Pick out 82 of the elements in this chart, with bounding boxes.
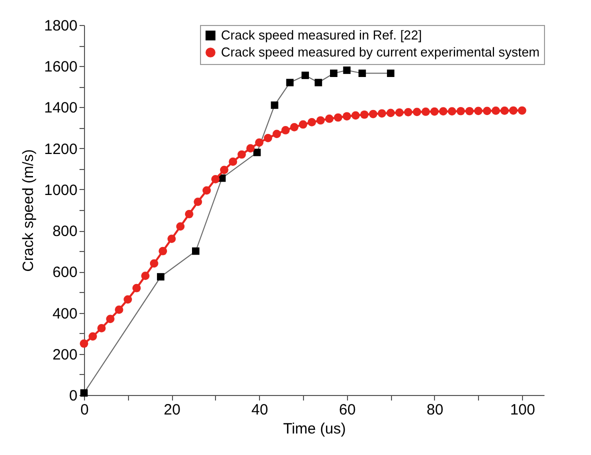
- point: [358, 70, 366, 78]
- y-tick-label: 600: [52, 264, 78, 282]
- point: [412, 108, 422, 116]
- point: [351, 111, 360, 120]
- point: [395, 108, 404, 117]
- point: [342, 112, 352, 120]
- point: [308, 118, 316, 126]
- point: [106, 314, 114, 324]
- point: [422, 108, 430, 116]
- point: [88, 332, 97, 341]
- point: [500, 106, 509, 115]
- x-tick-label: 100: [510, 402, 536, 418]
- y-tick-label: 200: [52, 346, 78, 364]
- y-tick-label: 1600: [44, 58, 78, 76]
- point: [97, 324, 106, 332]
- point: [314, 78, 322, 86]
- point: [378, 109, 386, 118]
- point: [80, 339, 88, 348]
- point: [404, 108, 412, 116]
- point: [264, 134, 272, 142]
- y-tick-label: 800: [52, 223, 78, 240]
- point: [316, 116, 325, 125]
- y-tick-label: 400: [52, 305, 78, 322]
- point: [158, 246, 168, 256]
- point: [290, 122, 298, 132]
- point: [156, 273, 164, 281]
- point: [211, 174, 220, 184]
- point: [114, 306, 124, 314]
- point: [302, 72, 309, 80]
- point: [465, 106, 474, 116]
- x-tick-label: 20: [164, 402, 180, 418]
- point: [386, 108, 395, 118]
- point: [286, 78, 294, 86]
- y-tick-label: 1200: [44, 140, 78, 158]
- point: [228, 158, 238, 166]
- point: [167, 234, 176, 243]
- x-tick-label: 0: [80, 402, 89, 418]
- legend-label: Crack speed measured in Ref. [22]: [221, 28, 422, 42]
- point: [272, 130, 281, 138]
- y-tick-label: 1400: [44, 100, 78, 117]
- y-tick-label: 1800: [44, 18, 78, 34]
- point: [343, 66, 351, 74]
- point: [430, 107, 439, 116]
- point: [255, 138, 264, 147]
- point: [360, 110, 369, 119]
- point: [132, 284, 141, 292]
- point: [386, 70, 394, 78]
- point: [439, 107, 448, 116]
- legend-label: Crack speed measured by current experimental system: [221, 44, 540, 60]
- point: [202, 186, 211, 195]
- y-tick-label: 0: [69, 388, 78, 404]
- point: [150, 259, 158, 268]
- point: [281, 126, 290, 134]
- point: [334, 113, 342, 122]
- point: [192, 247, 200, 255]
- point: [325, 114, 334, 123]
- point: [141, 272, 150, 280]
- y-tick-label: 1000: [44, 182, 78, 199]
- point: [220, 166, 228, 174]
- point: [482, 106, 492, 116]
- point: [298, 120, 308, 129]
- point: [184, 210, 194, 218]
- point: [330, 70, 338, 78]
- point: [124, 295, 132, 304]
- point: [448, 107, 456, 116]
- point: [194, 198, 202, 206]
- point: [253, 148, 261, 156]
- point: [492, 106, 500, 115]
- y-axis-title: Crack speed (m/s): [20, 149, 38, 272]
- point: [176, 222, 185, 231]
- x-tick-label: 40: [251, 402, 268, 418]
- x-axis-title: Time (us): [283, 420, 346, 438]
- point: [270, 101, 278, 109]
- x-tick-label: 60: [339, 402, 356, 418]
- point: [246, 144, 255, 153]
- point: [456, 106, 465, 116]
- point: [509, 106, 518, 115]
- point: [368, 110, 378, 118]
- point: [518, 106, 526, 115]
- point: [238, 150, 246, 159]
- x-tick-label: 80: [426, 402, 444, 418]
- point: [474, 106, 482, 116]
